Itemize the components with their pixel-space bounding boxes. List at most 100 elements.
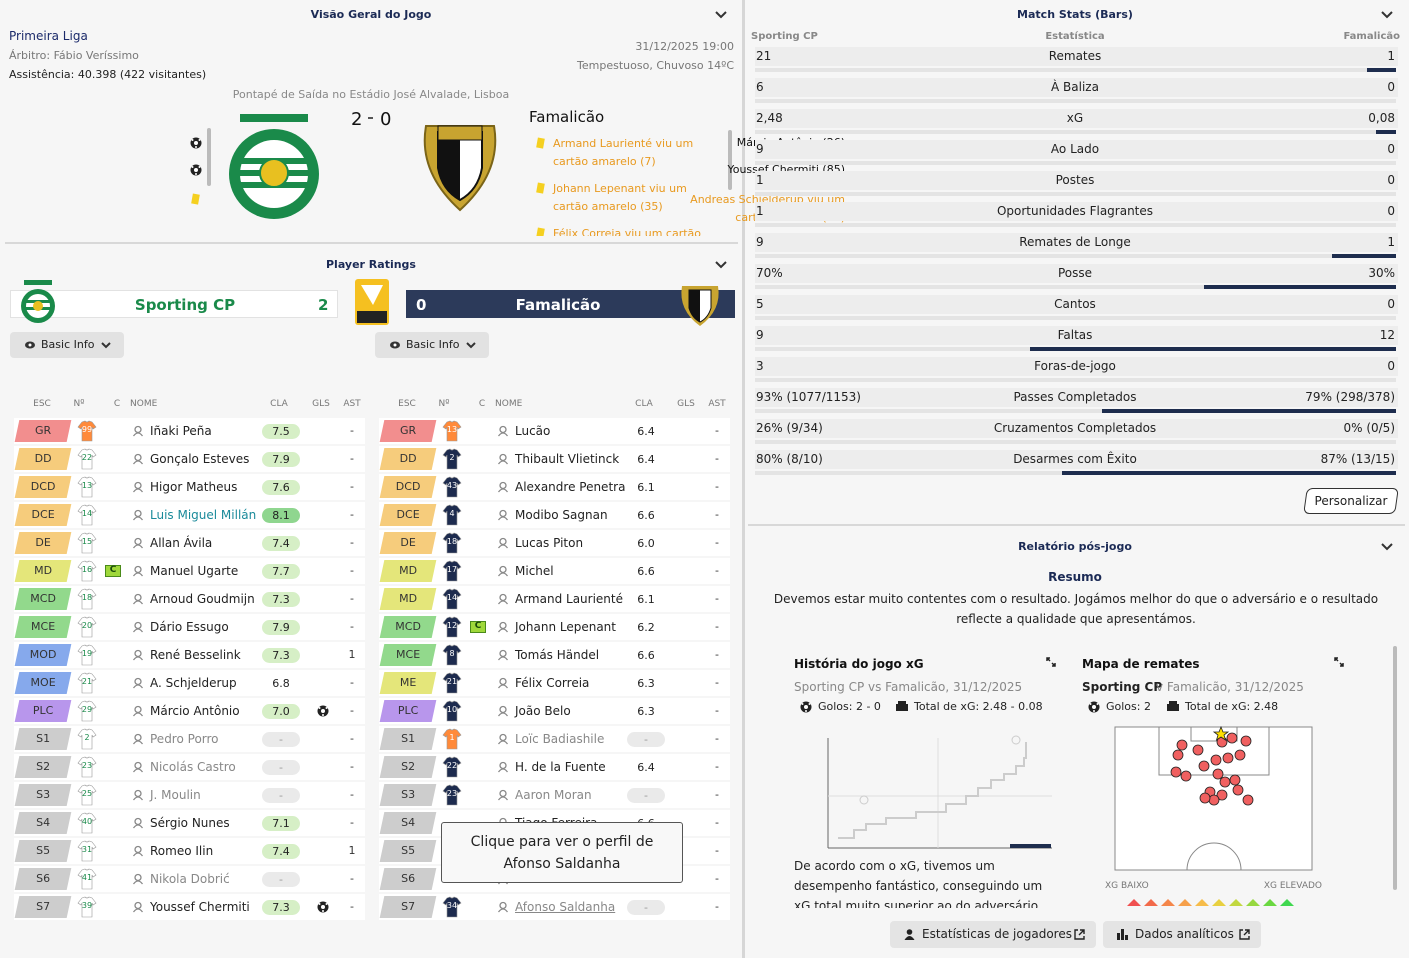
person-icon [132,649,144,661]
position: S1 [36,732,51,745]
player-name[interactable]: Afonso Saldanha [515,900,616,914]
shirt-number: 18 [81,593,93,602]
player-name[interactable]: René Besselink [150,648,241,662]
player-name[interactable]: Modibo Sagnan [515,508,608,522]
assists: - [350,452,354,465]
rating-pill: 7.4 [262,844,300,859]
player-row[interactable]: DCD 43 Alexandre Penetra 6.1 - [379,474,730,500]
player-name[interactable]: Youssef Chermiti [150,900,250,914]
player-name[interactable]: Sérgio Nunes [150,816,230,830]
position-badge: DCE [14,504,72,526]
player-name[interactable]: Loïc Badiashile [515,732,605,746]
position: GR [400,424,417,437]
player-name[interactable]: Michel [515,564,554,578]
stat-row [755,140,1398,159]
player-name[interactable]: Allan Ávila [150,536,213,550]
player-name[interactable]: Thibault Vlietinck [515,452,620,466]
player-name[interactable]: Alexandre Penetra [515,480,626,494]
player-row[interactable]: S6 41 Nikola Dobrić - - [14,866,365,892]
position-badge: S4 [379,812,437,834]
stat-row [755,264,1398,283]
player-row[interactable]: S7 34 Afonso Saldanha - - [379,894,730,920]
player-row[interactable]: DCD 13 Higor Matheus 7.6 - [14,474,365,500]
player-name[interactable]: João Belo [515,704,571,718]
person-icon [497,649,509,661]
player-row[interactable]: S1 1 Loïc Badiashile - - [379,726,730,752]
player-name[interactable]: Johann Lepenant [515,620,616,634]
player-name[interactable]: Aaron Moran [515,788,592,802]
stat-label: Posse [1057,266,1093,280]
stat-label: Postes [1055,173,1095,187]
player-name[interactable]: Félix Correia [515,676,590,690]
player-row[interactable]: S2 23 Nicolás Castro - - [14,754,365,780]
player-row[interactable]: MOD 19 René Besselink 7.3 1 [14,642,365,668]
player-name[interactable]: H. de la Fuente [515,760,606,774]
player-row[interactable]: MOE 21 A. Schjelderup 6.8 - [14,670,365,696]
player-name[interactable]: Nikola Dobrić [150,872,230,886]
player-row[interactable]: S1 2 Pedro Porro - - [14,726,365,752]
position-badge: MD [379,588,437,610]
person-icon [132,621,144,633]
footer-button[interactable]: Dados analíticos [1103,921,1261,948]
player-name[interactable]: Márcio Antônio [150,704,240,718]
player-name[interactable]: Lucão [515,424,551,438]
player-name[interactable]: Higor Matheus [150,480,238,494]
player-row[interactable]: MCD 12 C Johann Lepenant 6.2 - [379,614,730,640]
player-name[interactable]: Luis Miguel Millán [150,508,257,522]
player-name[interactable]: Armand Laurienté [515,592,623,606]
player-row[interactable]: S4 40 Sérgio Nunes 7.1 - [14,810,365,836]
customize-button[interactable]: Personalizar [1303,488,1399,514]
column-header: ESC [398,399,416,409]
position-badge: S1 [379,728,437,750]
player-row[interactable]: MCD 18 Arnoud Goudmijn 7.3 - [14,586,365,612]
player-row[interactable]: DD 2 Thibault Vlietinck 6.4 - [379,446,730,472]
player-name[interactable]: Nicolás Castro [150,760,236,774]
player-name[interactable]: Lucas Piton [515,536,584,550]
player-name[interactable]: Tomás Händel [515,648,600,662]
view-dropdown[interactable]: Basic Info [10,332,124,358]
player-row[interactable]: DE 18 Lucas Piton 6.0 - [379,530,730,556]
home-crest-small [21,280,55,323]
footer-button[interactable]: Estatísticas de jogadores [890,921,1096,948]
player-row[interactable]: DD 22 Gonçalo Esteves 7.9 - [14,446,365,472]
rating-pill: - [627,788,665,803]
player-row[interactable]: GR 99 Iñaki Peña 7.5 - [14,418,365,444]
player-row[interactable]: S2 22 H. de la Fuente 6.4 - [379,754,730,780]
view-dropdown[interactable]: Basic Info [375,332,489,358]
player-name[interactable]: Romeo Ilin [150,844,214,858]
player-row[interactable]: MD 14 Armand Laurienté 6.1 - [379,586,730,612]
player-row[interactable]: MD 17 Michel 6.6 - [379,558,730,584]
player-row[interactable]: ME 21 Félix Correia 6.3 - [379,670,730,696]
player-name[interactable]: Pedro Porro [150,732,219,746]
player-row[interactable]: MCE 20 Dário Essugo 7.9 - [14,614,365,640]
player-row[interactable]: DCE 4 Modibo Sagnan 6.6 - [379,502,730,528]
player-name[interactable]: Gonçalo Esteves [150,452,250,466]
stat-row [755,357,1398,376]
player-name[interactable]: J. Moulin [150,788,201,802]
rating-pill: 6.3 [627,676,665,691]
player-name[interactable]: Manuel Ugarte [150,564,239,578]
player-row[interactable]: PLC 10 João Belo 6.3 - [379,698,730,724]
stat-label: Remates de Longe [1019,235,1131,249]
player-row[interactable]: S3 23 Aaron Moran - - [379,782,730,808]
player-row[interactable]: MCE 8 Tomás Händel 6.6 - [379,642,730,668]
player-row[interactable]: S7 39 Youssef Chermiti 7.3 - [14,894,365,920]
player-row[interactable]: DCE 14 Luis Miguel Millán 8.1 - [14,502,365,528]
stat-away: 30% [1368,266,1395,280]
player-name[interactable]: A. Schjelderup [150,676,237,690]
player-row[interactable]: S3 25 J. Moulin - - [14,782,365,808]
shirt [442,476,462,498]
player-row[interactable]: GR 13 Lucão 6.4 - [379,418,730,444]
player-row[interactable]: MD 16 C Manuel Ugarte 7.7 - [14,558,365,584]
player-name[interactable]: Iñaki Peña [150,424,212,438]
player-name[interactable]: Dário Essugo [150,620,229,634]
player-row[interactable]: DE 15 Allan Ávila 7.4 - [14,530,365,556]
player-row[interactable]: S5 31 Romeo Ilin 7.4 1 [14,838,365,864]
shirt [77,560,97,582]
assists: - [715,592,719,605]
shirt-number: 8 [449,649,455,658]
player-row[interactable]: PLC 29 Márcio Antônio 7.0 - [14,698,365,724]
rating-pill: 7.3 [262,592,300,607]
rating: 6.6 [637,649,655,662]
player-name[interactable]: Arnoud Goudmijn [150,592,255,606]
